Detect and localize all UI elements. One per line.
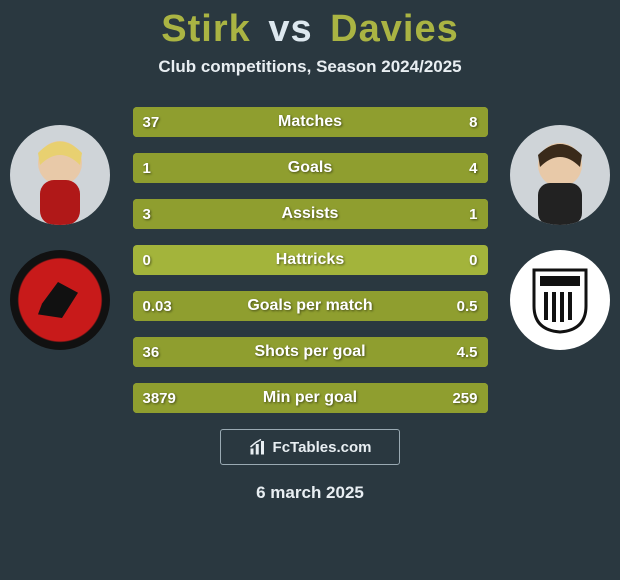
date-label: 6 march 2025	[0, 483, 620, 503]
stat-value-right: 8	[459, 107, 487, 137]
subtitle: Club competitions, Season 2024/2025	[0, 57, 620, 77]
stat-value-right: 4.5	[447, 337, 488, 367]
stat-row: 3Assists1	[133, 199, 488, 229]
player2-avatar	[510, 125, 610, 225]
stat-row: 36Shots per goal4.5	[133, 337, 488, 367]
stat-row: 0Hattricks0	[133, 245, 488, 275]
stat-value-right: 0.5	[447, 291, 488, 321]
stat-value-right: 1	[459, 199, 487, 229]
player1-club-badge	[10, 250, 110, 350]
player2-club-badge	[510, 250, 610, 350]
stat-value-right: 259	[442, 383, 487, 413]
chart-icon	[249, 438, 267, 456]
comparison-title: Stirk vs Davies	[0, 0, 620, 51]
player2-name: Davies	[330, 8, 459, 50]
stat-label: Assists	[133, 199, 488, 229]
stat-label: Matches	[133, 107, 488, 137]
stat-row: 37Matches8	[133, 107, 488, 137]
stat-label: Min per goal	[133, 383, 488, 413]
stat-label: Goals	[133, 153, 488, 183]
branding-badge: FcTables.com	[220, 429, 400, 465]
stat-value-right: 4	[459, 153, 487, 183]
stat-row: 1Goals4	[133, 153, 488, 183]
title-vs: vs	[268, 8, 312, 50]
branding-text: FcTables.com	[273, 439, 372, 456]
stat-row: 0.03Goals per match0.5	[133, 291, 488, 321]
stat-row: 3879Min per goal259	[133, 383, 488, 413]
player1-name: Stirk	[161, 8, 250, 50]
player1-avatar	[10, 125, 110, 225]
stat-label: Hattricks	[133, 245, 488, 275]
stat-label: Shots per goal	[133, 337, 488, 367]
stat-value-right: 0	[459, 245, 487, 275]
stat-label: Goals per match	[133, 291, 488, 321]
stats-list: 37Matches81Goals43Assists10Hattricks00.0…	[133, 107, 488, 413]
